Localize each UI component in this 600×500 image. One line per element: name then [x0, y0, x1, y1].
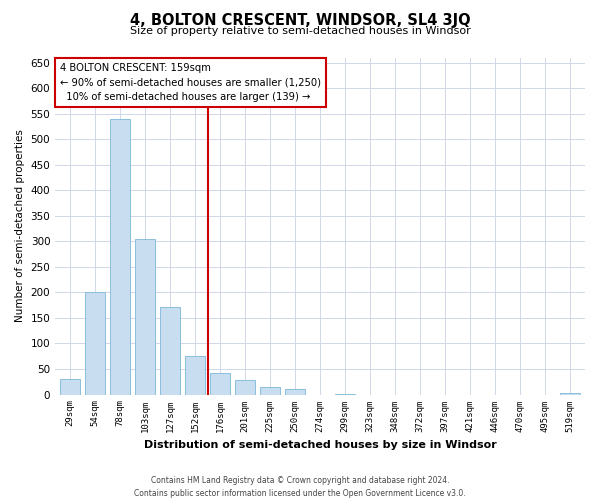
Bar: [85, 292, 105, 394]
Text: Size of property relative to semi-detached houses in Windsor: Size of property relative to semi-detach…: [130, 26, 470, 36]
Bar: [135, 239, 155, 394]
Bar: [60, 379, 80, 394]
Bar: [285, 390, 305, 394]
X-axis label: Distribution of semi-detached houses by size in Windsor: Distribution of semi-detached houses by …: [144, 440, 496, 450]
Bar: [185, 356, 205, 395]
Text: 4 BOLTON CRESCENT: 159sqm
← 90% of semi-detached houses are smaller (1,250)
  10: 4 BOLTON CRESCENT: 159sqm ← 90% of semi-…: [61, 62, 322, 102]
Text: Contains HM Land Registry data © Crown copyright and database right 2024.
Contai: Contains HM Land Registry data © Crown c…: [134, 476, 466, 498]
Bar: [235, 380, 255, 394]
Text: 4, BOLTON CRESCENT, WINDSOR, SL4 3JQ: 4, BOLTON CRESCENT, WINDSOR, SL4 3JQ: [130, 12, 470, 28]
Bar: [210, 373, 230, 394]
Bar: [560, 393, 580, 394]
Bar: [110, 119, 130, 394]
Y-axis label: Number of semi-detached properties: Number of semi-detached properties: [15, 130, 25, 322]
Bar: [260, 387, 280, 394]
Bar: [160, 306, 180, 394]
